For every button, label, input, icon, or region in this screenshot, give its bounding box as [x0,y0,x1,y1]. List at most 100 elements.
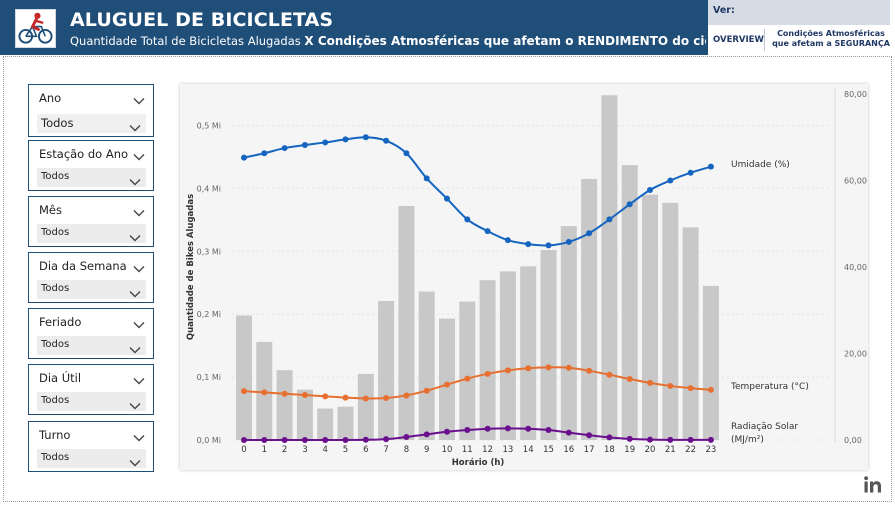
temperature-point [647,379,653,386]
slicer-feriado: Feriado Todos [28,308,154,359]
bar [682,227,699,440]
solar-radiation-point [322,437,329,443]
slicer-dropdown[interactable]: Todos [37,280,146,299]
x-tick-label: 10 [442,445,453,455]
solar-radiation-point [687,436,694,443]
humidity-point [423,175,430,182]
humidity-point [281,145,288,152]
header-banner: ALUGUEL DE BICICLETAS Quantidade Total d… [0,0,741,55]
chevron-down-icon [129,118,141,132]
slicer-value: Todos [41,171,70,182]
slicer-dropdown[interactable]: Todos [37,449,146,468]
humidity-point [667,177,674,184]
combo-chart-card: 0,0 Mi 0,1 Mi 0,2 Mi 0,3 Mi 0,4 Mi 0,5 Mi 0,00… [180,84,868,470]
temperature-point [281,390,288,397]
x-tick-label: 4 [322,445,327,455]
conditions-safety-button[interactable]: Condições Atmosféricas que afetam a SEGU… [768,29,894,49]
bar [581,178,598,440]
y-tick-label: 0,0 Mi [197,436,221,445]
bar [276,370,293,440]
temperature-point [545,364,552,371]
slicer-title: Ano [39,91,62,105]
legend-temperature: Temperatura (°C) [730,382,809,392]
navigation-panel: Ver: OVERVIEW Condições Atmosféricas que… [706,0,895,55]
y2-tick-label: 20,00 [844,350,867,359]
humidity-point [241,154,247,161]
y-tick-label: 0,3 Mi [197,247,221,256]
temperature-line [243,366,711,400]
x-tick-label: 22 [685,445,696,455]
chevron-down-icon[interactable] [133,203,145,217]
chevron-down-icon[interactable] [133,259,145,273]
temperature-point [565,364,572,371]
x-tick-label: 2 [282,445,287,455]
slicer-dropdown[interactable]: Todos [37,224,146,243]
slicer-dropdown[interactable]: Todos [37,168,146,187]
slicer-value: Todos [41,116,74,130]
slicer-title: Estação do Ano [39,147,129,161]
humidity-point [606,216,613,223]
humidity-point [301,142,308,149]
humidity-point [504,237,511,244]
temperature-point [464,375,471,382]
humidity-point [383,137,390,144]
bar [560,226,577,440]
page-subtitle: Quantidade Total de Bicicletas Alugadas … [70,34,741,48]
temperature-point [606,371,613,378]
solar-radiation-line [244,427,711,442]
chevron-down-icon[interactable] [133,428,145,442]
bar [459,301,476,440]
slicer-title: Dia Útil [39,371,82,385]
slicer-dropdown[interactable]: Todos [37,114,146,133]
chevron-down-icon[interactable] [133,91,145,105]
solar-radiation-point [383,436,390,443]
x-tick-label: 21 [665,445,676,455]
y2-tick-label: 80,00 [844,90,867,99]
overview-button[interactable]: OVERVIEW [713,35,764,45]
solar-radiation-point [423,431,430,438]
chevron-down-icon[interactable] [133,371,145,385]
humidity-point [261,150,268,157]
chevron-down-icon[interactable] [133,147,145,161]
bar [621,165,638,440]
x-tick-label: 15 [543,445,554,455]
legend-solar-radiation-line2: (MJ/m²) [731,435,764,445]
solar-radiation-point [545,427,552,434]
bar [601,95,618,440]
temperature-point [525,365,532,372]
humidity-point [687,169,694,176]
bar [642,194,658,440]
humidity-line [243,136,712,247]
solar-radiation-point [484,425,491,432]
slicer-title: Turno [39,428,71,442]
linkedin-icon[interactable] [864,476,882,493]
x-tick-label: 9 [424,445,429,455]
temperature-point [444,381,450,388]
humidity-point [362,134,369,141]
bar [479,280,496,440]
bar [337,406,354,440]
bar [702,285,719,440]
temperature-point [423,387,430,394]
slicer-value: Todos [41,339,70,350]
slicer-dropdown[interactable]: Todos [37,392,146,411]
x-tick-label: 3 [302,445,307,455]
solar-radiation-point [281,437,288,443]
slicer-value: Todos [41,227,70,238]
legend-solar-radiation-line1: Radiação Solar [731,422,798,432]
humidity-point [545,242,552,249]
chevron-down-icon[interactable] [133,315,145,329]
slicer-title: Feriado [39,315,82,329]
slicer-dropdown[interactable]: Todos [37,336,146,355]
slicer-value: Todos [41,283,70,294]
humidity-point [322,139,329,146]
x-tick-label: 13 [502,445,513,455]
slicer-estacao-do-ano: Estação do Ano Todos [28,140,154,191]
x-axis-title: Horário (h) [452,458,505,468]
x-tick-label: 0 [241,445,246,455]
y-axis-title: Quantidade de Bikes Alugadas [186,194,196,340]
solar-radiation-point [707,436,714,443]
humidity-point [586,230,593,237]
humidity-point [484,228,491,235]
solar-radiation-point [403,433,410,440]
